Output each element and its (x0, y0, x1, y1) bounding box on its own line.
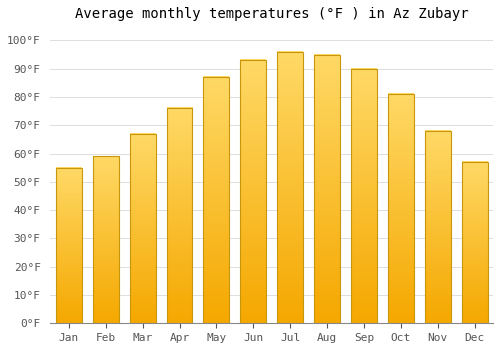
Bar (240, 60, 266, 323)
Bar (56, 168, 82, 323)
Bar (462, 162, 487, 323)
Bar (166, 108, 192, 323)
Title: Average monthly temperatures (°F ) in Az Zubayr: Average monthly temperatures (°F ) in Az… (75, 7, 468, 21)
Bar (314, 55, 340, 323)
Bar (204, 77, 230, 323)
Bar (388, 94, 413, 323)
Bar (130, 134, 156, 323)
Bar (93, 156, 118, 323)
Bar (425, 131, 450, 323)
Bar (278, 52, 303, 323)
Bar (351, 69, 377, 323)
